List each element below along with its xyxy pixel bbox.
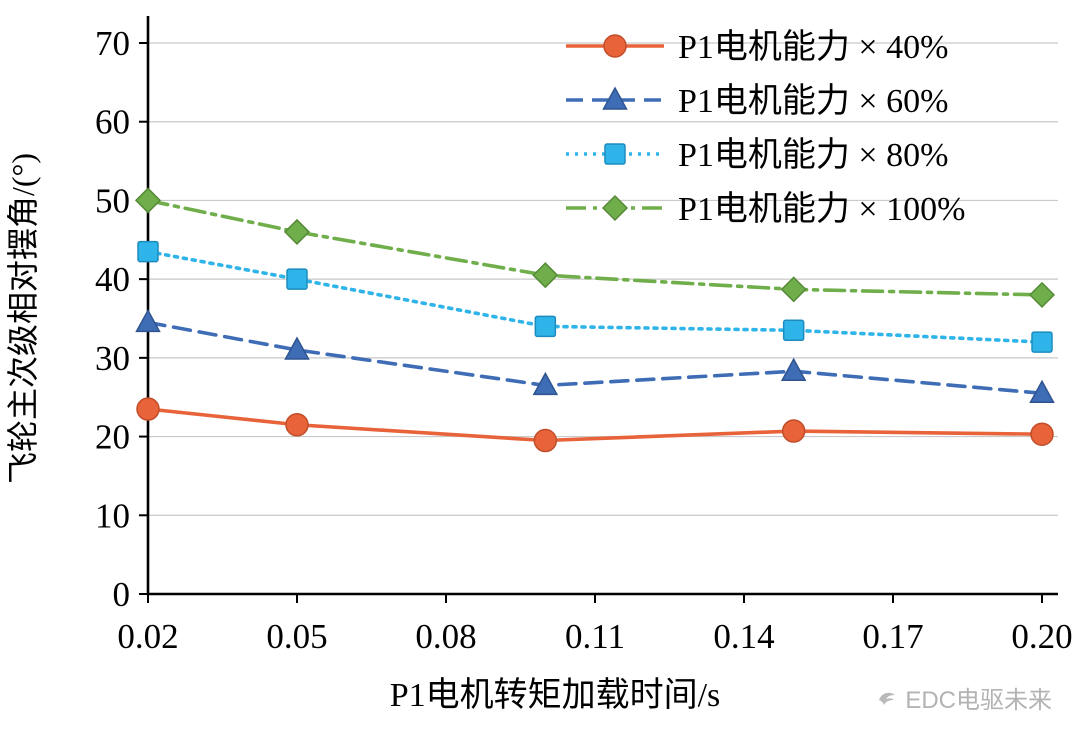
marker-circle [285,413,309,437]
series-line [146,198,1044,297]
y-tick-label: 60 [95,103,130,142]
marker-circle [781,419,806,443]
x-axis-title: P1电机转矩加载时间/s [390,676,721,714]
marker-circle [136,397,160,421]
marker-circle [533,428,558,453]
marker-triangle [284,336,310,360]
marker-diamond [532,262,559,289]
y-tick-label: 30 [95,339,130,378]
marker-diamond [780,276,807,303]
marker-square [604,143,626,165]
marker-square [1031,331,1053,353]
legend-label: P1电机能力 × 60% [678,82,948,120]
legend-label: P1电机能力 × 40% [678,28,948,66]
legend-label: P1电机能力 × 80% [678,136,948,174]
watermark-text: EDC电驱未来 [905,687,1052,714]
series-2 [137,240,1053,353]
y-tick-label: 40 [95,260,130,299]
x-tick-label: 0.05 [266,617,327,656]
marker-diamond [283,218,311,245]
y-tick-label: 20 [95,418,130,457]
x-tick-label: 0.14 [713,617,774,656]
bird-icon [877,687,899,709]
series-0 [136,397,1054,453]
x-tick-label: 0.02 [117,617,178,656]
legend: P1电机能力 × 40% P1电机能力 × 60% P1电机能力 × 80% P1电机… [566,28,965,228]
marker-triangle [1029,379,1055,404]
legend-item: P1电机能力 × 40% [566,28,948,66]
series-1 [135,308,1055,404]
series-line [146,249,1044,344]
legend-item: P1电机能力 × 60% [566,82,948,120]
marker-diamond [601,194,629,222]
marker-square [137,240,159,263]
legend-item: P1电机能力 × 80% [566,136,948,174]
y-tick-label: 10 [95,496,130,535]
marker-diamond [1028,281,1056,308]
marker-triangle [135,308,161,333]
marker-square [534,315,557,338]
marker-diamond [134,187,162,214]
marker-triangle [602,86,628,110]
x-tick-label: 0.08 [415,617,476,656]
watermark: EDC电驱未来 [877,680,1052,715]
marker-circle [603,34,627,58]
x-tick-label: 0.20 [1011,617,1072,656]
marker-circle [1030,422,1054,446]
series-3 [134,187,1056,308]
legend-item: P1电机能力 × 100% [566,190,965,228]
y-tick-label: 50 [95,181,130,220]
y-tick-label: 0 [113,575,131,614]
marker-triangle [780,357,807,381]
x-tick-label: 0.17 [862,617,923,656]
marker-square [782,319,805,342]
legend-label: P1电机能力 × 100% [678,190,965,228]
marker-triangle [532,371,559,396]
series-line [146,407,1044,443]
y-axis-title: 飞轮主次级相对摆角/(°) [5,153,41,484]
x-tick-label: 0.11 [565,617,625,656]
y-tick-label: 70 [95,24,130,63]
marker-square [286,268,308,290]
